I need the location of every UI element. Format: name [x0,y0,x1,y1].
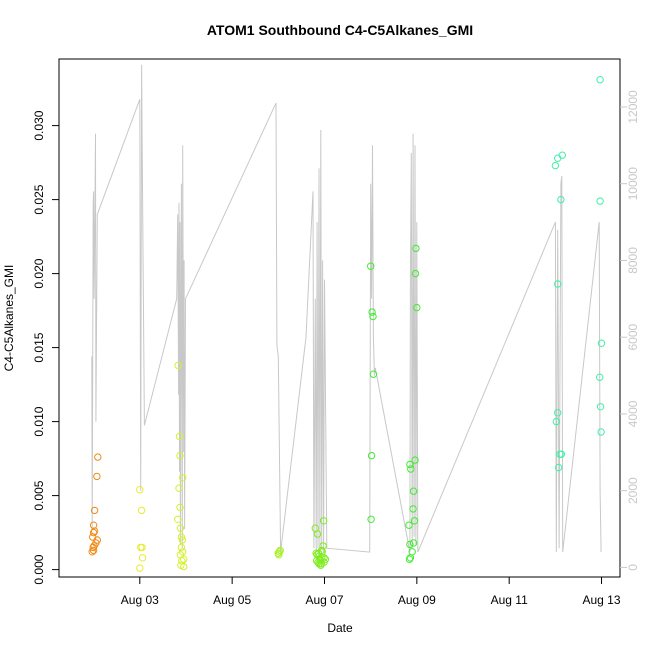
y2-tick-label: 4000 [626,400,640,427]
scatter-point [176,451,184,460]
y-tick-label: 0.000 [32,554,46,584]
scatter-point [405,555,414,563]
scatter-point [408,548,416,556]
scatter-point [276,546,284,555]
x-tick-label: Aug 09 [398,593,436,607]
scatter-point [176,524,185,532]
scatter-point [312,557,321,565]
scatter-point [89,546,98,555]
scatter-point [410,517,419,525]
scatter-point [367,262,375,270]
scatter-point [178,536,187,544]
scatter-point [551,161,560,170]
scatter-point [179,474,187,482]
scatter-point [90,506,99,515]
scatter-point [368,308,376,316]
scatter-point [413,303,421,312]
scatter-point [367,451,376,460]
scatter-point [552,417,560,426]
scatter-point [319,517,328,525]
scatter-point [369,312,377,321]
scatter-point [275,548,283,556]
scatter-points-layer [88,76,606,572]
x-tick-label: Aug 07 [305,593,343,607]
scatter-point [411,269,420,278]
scatter-point [596,373,604,381]
scatter-point [136,564,144,572]
scatter-point [318,546,326,555]
plot-frame [58,58,621,578]
y2-tick-label: 8000 [626,247,640,274]
y-tick-label: 0.015 [32,332,46,362]
scatter-point [313,530,322,538]
y2-tick-label: 0 [626,564,640,571]
x-tick-label: Aug 03 [121,593,159,607]
scatter-point [175,484,183,492]
y-tick-label: 0.020 [32,258,46,288]
scatter-point [89,528,98,537]
scatter-point [596,403,605,411]
scatter-point [320,558,328,566]
scatter-point [138,554,147,562]
y2-tick-label: 10000 [626,167,640,201]
scatter-point [138,543,146,552]
scatter-point [409,487,418,495]
scatter-point [407,465,415,473]
scatter-point [409,539,418,547]
scatter-point [409,505,417,513]
scatter-point [554,280,562,288]
scatter-point [179,548,187,556]
scatter-point [367,515,375,523]
scatter-point [597,339,606,347]
scatter-point [93,536,102,544]
scatter-point [596,197,604,205]
y2-tick-label: 12000 [626,90,640,124]
scatter-point [320,554,328,562]
scatter-point [275,551,283,559]
scatter-point [596,76,604,84]
scatter-point [174,515,182,523]
scatter-point [597,428,605,436]
scatter-point [93,472,101,481]
scatter-point [369,370,378,378]
scatter-point [558,151,566,159]
x-tick-label: Aug 13 [583,593,621,607]
y-tick-label: 0.030 [32,110,46,140]
scatter-point [554,463,563,472]
scatter-point [180,555,188,563]
scatter-point [175,432,184,441]
x-axis-label: Date [327,621,353,635]
scatter-point [137,506,146,515]
scatter-point [176,503,184,512]
scatter-point [406,460,414,469]
y-tick-label: 0.025 [32,184,46,214]
scatter-point [89,521,98,529]
scatter-point [94,453,102,461]
scatter-point [405,521,413,529]
scatter-point [319,542,327,550]
y-tick-label: 0.005 [32,480,46,510]
scatter-point [177,533,186,541]
scatter-point [412,244,420,253]
x-tick-label: Aug 05 [213,593,251,607]
scatter-point [178,557,186,565]
scatter-point [406,540,414,549]
secondary-series-line [91,64,602,553]
scatter-point [554,409,562,417]
y-tick-label: 0.010 [32,406,46,436]
scatter-point [557,195,565,204]
scatter-point [174,361,182,370]
scatter-point [177,543,186,552]
scatter-point [557,450,566,458]
y2-tick-label: 2000 [626,477,640,504]
chart-title: ATOM1 Southbound C4-C5Alkanes_GMI [207,22,473,38]
y2-tick-label: 6000 [626,324,640,351]
axes-layer: Aug 03 Aug 05 Aug 07 Aug 09 Aug 11 Aug 13 0.00… [32,90,640,607]
y-axis-label: C4-C5Alkanes_GMI [2,265,16,372]
scatter-point [411,456,419,464]
secondary-line-layer [91,64,602,553]
x-tick-label: Aug 11 [491,593,528,607]
scatter-point [136,486,144,494]
